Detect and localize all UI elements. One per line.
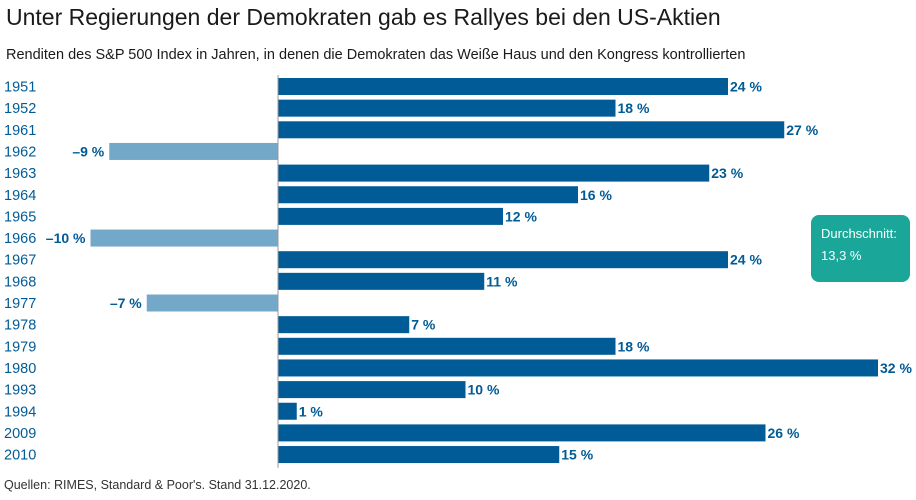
- year-label: 1952: [4, 101, 36, 117]
- average-callout: Durchschnitt: 13,3 %: [811, 215, 910, 282]
- bar-2010: [278, 446, 560, 464]
- average-label: Durchschnitt:: [821, 226, 897, 241]
- value-label: 24 %: [730, 79, 762, 95]
- value-label: –7 %: [110, 295, 142, 311]
- year-label: 1951: [4, 80, 36, 96]
- bar-1994: [278, 402, 297, 420]
- year-label: 1968: [4, 274, 36, 290]
- year-label: 1961: [4, 123, 36, 139]
- chart-subtitle: Renditen des S&P 500 Index in Jahren, in…: [6, 47, 746, 63]
- value-label: –10 %: [46, 230, 86, 246]
- year-label: 1994: [4, 404, 36, 420]
- bar-1961: [278, 121, 785, 139]
- value-label: 18 %: [618, 100, 650, 116]
- bar-2009: [278, 424, 766, 442]
- bar-1952: [278, 99, 616, 117]
- bar-1967: [278, 251, 728, 269]
- bar-1978: [278, 316, 410, 334]
- value-label: 32 %: [880, 360, 912, 376]
- chart-title: Unter Regierungen der Demokraten gab es …: [6, 4, 721, 30]
- average-value: 13,3 %: [821, 248, 862, 263]
- value-label: 16 %: [580, 187, 612, 203]
- value-label: 18 %: [618, 338, 650, 354]
- year-label: 1980: [4, 361, 36, 377]
- value-label: 27 %: [786, 122, 818, 138]
- year-label: 1966: [4, 231, 36, 247]
- bar-1968: [278, 272, 485, 290]
- value-label: 24 %: [730, 252, 762, 268]
- year-label: 1962: [4, 144, 36, 160]
- value-label: 15 %: [561, 447, 593, 463]
- bar-1977: [146, 294, 278, 312]
- source-note: Quellen: RIMES, Standard & Poor's. Stand…: [4, 478, 311, 492]
- year-label: 1978: [4, 318, 36, 334]
- bar-1979: [278, 337, 616, 355]
- value-label: 7 %: [411, 317, 436, 333]
- bar-1964: [278, 186, 578, 204]
- year-label: 1963: [4, 166, 36, 182]
- value-label: –9 %: [72, 143, 104, 159]
- year-label: 1993: [4, 383, 36, 399]
- bar-1966: [90, 229, 278, 247]
- year-label: 1977: [4, 296, 36, 312]
- bar-1951: [278, 78, 728, 95]
- value-label: 10 %: [468, 382, 500, 398]
- bar-1980: [278, 359, 878, 377]
- value-label: 1 %: [299, 403, 324, 419]
- value-label: 26 %: [768, 425, 800, 441]
- year-label: 1965: [4, 209, 36, 225]
- bar-1963: [278, 164, 710, 182]
- year-label: 1964: [4, 188, 36, 204]
- year-label: 1979: [4, 339, 36, 355]
- bar-1962: [109, 142, 278, 160]
- value-label: 23 %: [711, 165, 743, 181]
- year-label: 2009: [4, 426, 36, 442]
- value-label: 12 %: [505, 208, 537, 224]
- bar-1993: [278, 381, 466, 399]
- year-label: 2010: [4, 448, 36, 464]
- year-label: 1967: [4, 253, 36, 269]
- bar-1965: [278, 207, 503, 225]
- value-label: 11 %: [486, 273, 518, 289]
